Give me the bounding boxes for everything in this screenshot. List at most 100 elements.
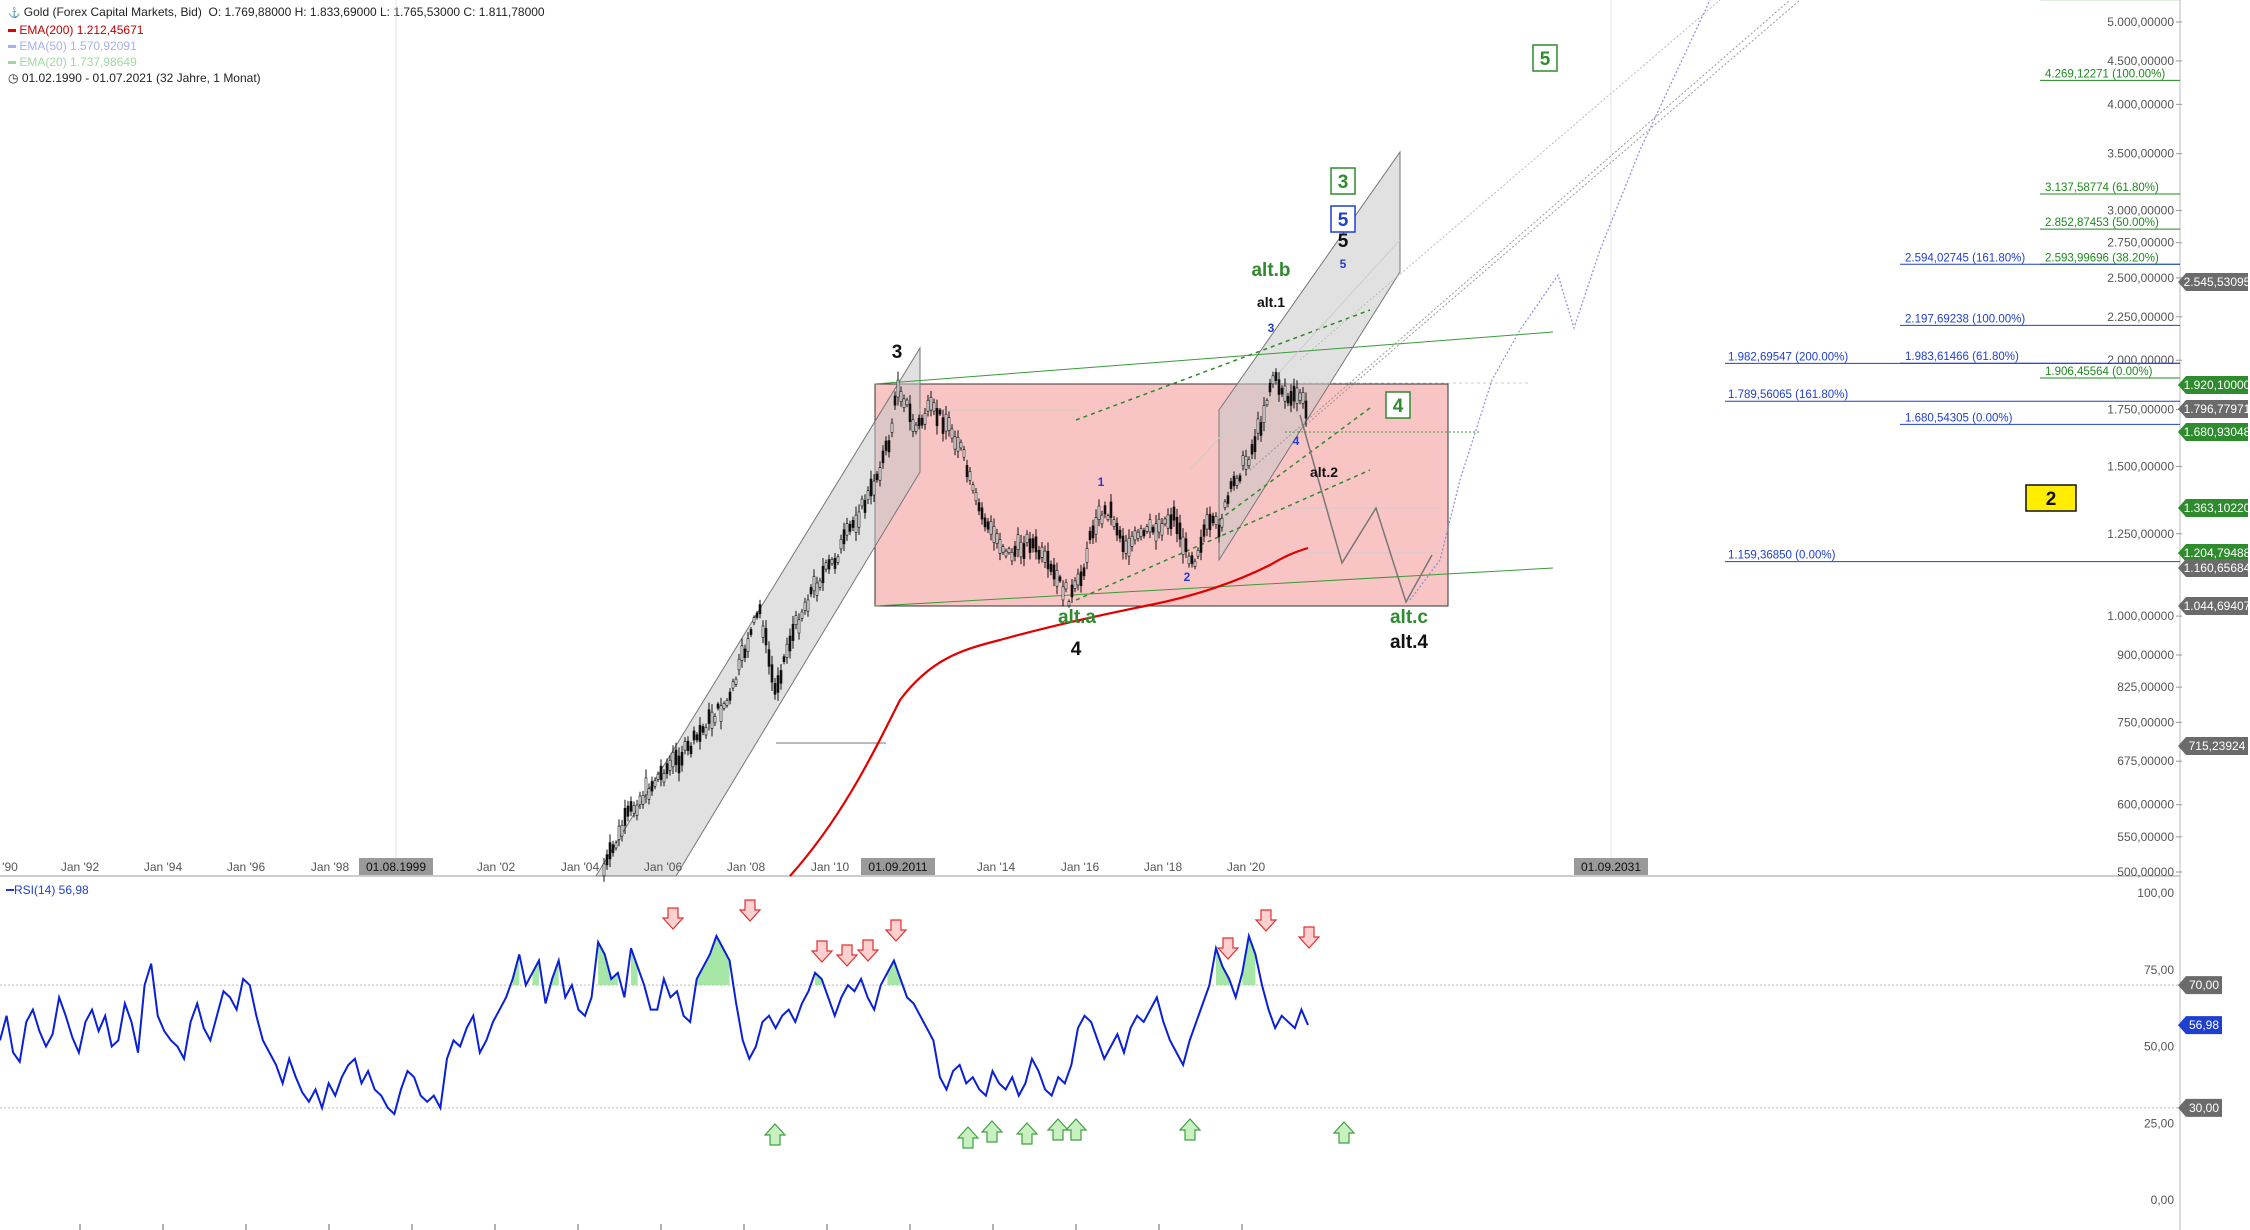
ema50-row: EMA(50) 1.570,92091 [8, 38, 545, 54]
candle-body [1244, 455, 1248, 470]
candle-body [659, 765, 663, 780]
fib-label: 3.137,58774 (61.80%) [2045, 182, 2159, 194]
candle-body [1259, 422, 1263, 436]
candle-body [1241, 455, 1245, 466]
ema20-label: EMA(20) 1.737,98649 [19, 55, 137, 69]
price-badge-label: 1.204,79488 [2184, 546, 2250, 560]
wave-label: 2 [1184, 570, 1191, 584]
buy-signal-arrow [1064, 1118, 1088, 1141]
candle-body [1103, 505, 1107, 515]
candle-body [1136, 531, 1140, 539]
rsi-line [0, 932, 1309, 1116]
candle-body [773, 683, 777, 695]
price-badge-label: 1.796,77971 [2184, 402, 2250, 416]
candle-body [1223, 501, 1227, 508]
price-badge-label: 1.680,93048 [2184, 425, 2250, 439]
candle-body [950, 428, 954, 439]
fib-label: 1.789,56065 (161.80%) [1728, 389, 1848, 401]
candle-body [1007, 548, 1011, 554]
candle-body [1004, 550, 1008, 557]
candle-body [1289, 391, 1293, 406]
candle-body [815, 582, 819, 596]
candle-body [866, 490, 870, 500]
candle-body [869, 478, 873, 497]
candle-body [923, 413, 927, 425]
candle-body [851, 519, 855, 528]
grey-dotted-fan-2 [1249, 0, 1791, 471]
fib-label: 2.593,99696 (38.20%) [2045, 252, 2159, 264]
candle-body [1043, 550, 1047, 563]
candle-body [1100, 514, 1104, 525]
candle-body [1301, 392, 1305, 404]
candle-body [1118, 529, 1122, 539]
boxed-wave-frame [2025, 484, 2077, 512]
candle-body [872, 480, 876, 496]
price-badge [2178, 559, 2248, 577]
candle-body [671, 752, 675, 768]
time-highlight-box [1574, 858, 1648, 875]
candle-body [962, 449, 966, 458]
candle-body [716, 703, 720, 709]
price-tick-label: 2.500,00000 [2107, 271, 2174, 285]
candle-body [1304, 400, 1308, 419]
boxed-wave-frame [1385, 391, 1411, 419]
rsi-overbought-fill [532, 960, 539, 986]
boxed-wave-frame [1532, 44, 1558, 72]
candle-body [1160, 523, 1164, 536]
candle-body [848, 523, 852, 532]
price-tick-label: 2.750,00000 [2107, 236, 2174, 250]
price-tick-label: 5.000,00000 [2107, 15, 2174, 29]
candle-body [653, 780, 657, 787]
instrument-icon: ⚓ [8, 8, 21, 19]
candle-body [875, 473, 879, 481]
price-badge-label: 1.160,65684 [2184, 561, 2250, 575]
candle-body [920, 417, 924, 426]
price-badge-label: 715,23924 [2189, 739, 2246, 753]
candle-body [1214, 516, 1218, 525]
candle-body [965, 465, 969, 478]
time-tick-label: '90 [2, 860, 18, 874]
candle-body [1187, 555, 1191, 565]
candle-body [917, 417, 921, 426]
wave-labels: 3 4 alt.a alt.b alt.1 5 alt.2 alt.c alt.4 1 2 3 4 5 3 5… [892, 44, 2077, 660]
price-badge [2178, 400, 2248, 418]
candle-body [914, 424, 918, 432]
candle-body [1229, 481, 1233, 489]
candle-body [884, 440, 888, 451]
price-tick-label: 4.500,00000 [2107, 54, 2174, 68]
price-badge [2178, 597, 2248, 615]
candle-body [881, 450, 885, 464]
candle-body [1121, 535, 1125, 552]
candle-body [857, 511, 861, 528]
rsi-tick-label: 50,00 [2144, 1040, 2174, 1054]
candle-body [1091, 525, 1095, 539]
candle-body [755, 612, 759, 618]
time-highlight-box [861, 858, 935, 875]
time-tick-label: Jan '04 [561, 860, 600, 874]
candle-body [1109, 501, 1113, 518]
candle-body [770, 664, 774, 683]
candle-body [995, 533, 999, 544]
candle-body [722, 703, 726, 709]
candle-body [1166, 514, 1170, 529]
projected-path-grey [1299, 414, 1433, 604]
price-axis: 5.000,00000 4.500,00000 4.000,00000 3.500,0… [2107, 15, 2182, 879]
price-badge [2178, 423, 2248, 441]
candle-body [1073, 580, 1077, 589]
candle-body [1163, 518, 1167, 525]
wave-label: alt.1 [1257, 294, 1285, 310]
candle-body [1271, 375, 1275, 385]
price-tick-label: 550,00000 [2117, 830, 2174, 844]
candle-body [845, 523, 849, 536]
candle-body [710, 711, 714, 729]
projected-path-blue [1409, 0, 1711, 601]
sell-signal-arrow [661, 907, 685, 930]
time-tick-label: Jan '08 [727, 860, 766, 874]
chart-legend: ⚓ Gold (Forex Capital Markets, Bid) O: 1… [8, 4, 545, 86]
price-tick-label: 3.000,00000 [2107, 204, 2174, 218]
time-tick-label: Jan '94 [144, 860, 183, 874]
time-tick-label: Jan '16 [1061, 860, 1100, 874]
rsi-badge-label: 56,98 [2189, 1018, 2219, 1032]
